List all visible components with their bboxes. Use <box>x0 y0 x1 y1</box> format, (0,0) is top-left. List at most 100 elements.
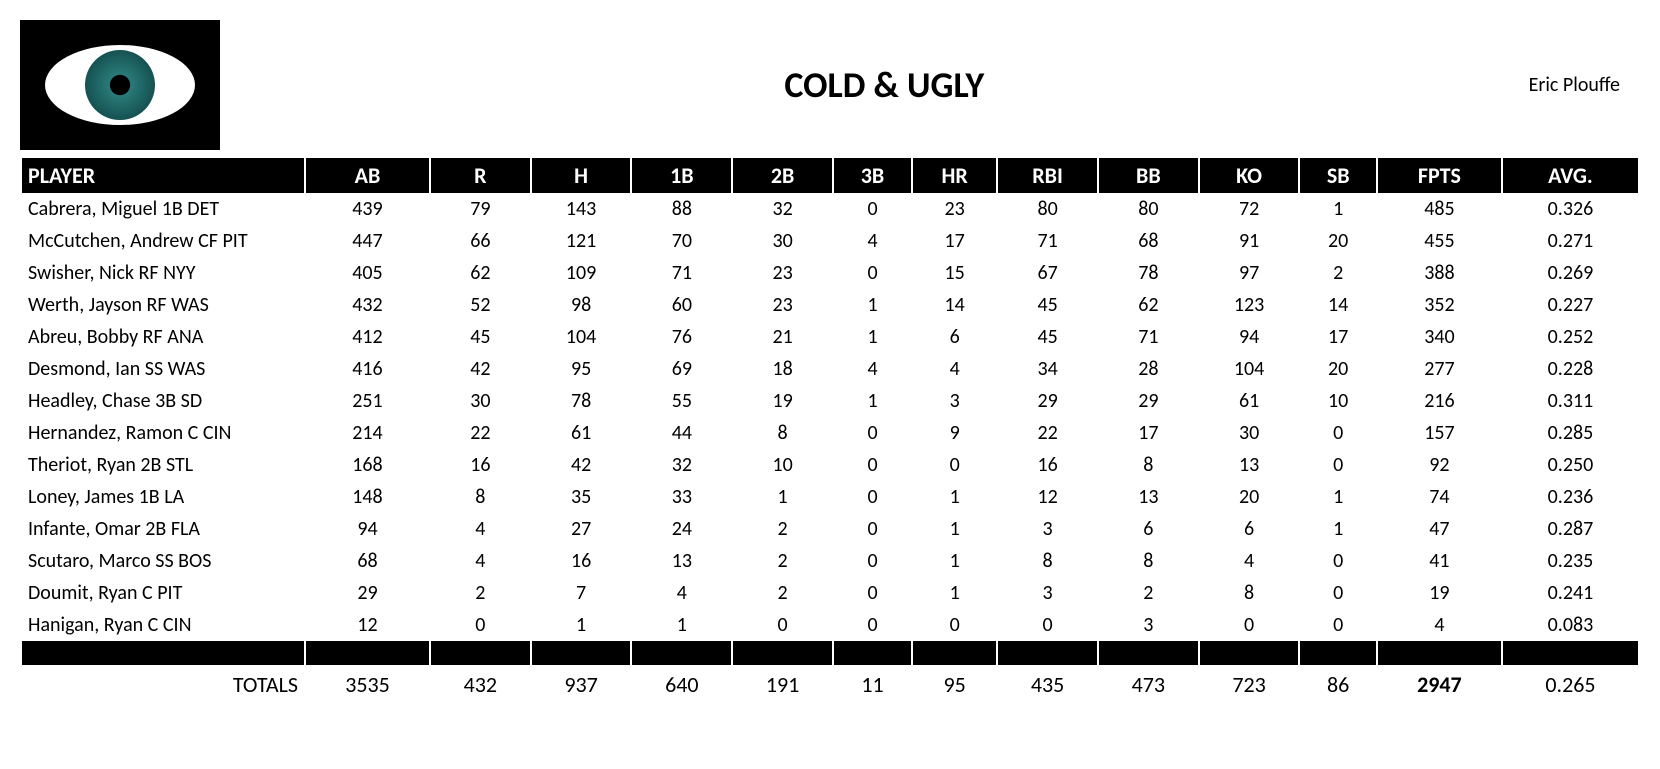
player-cell: Doumit, Ryan C PIT <box>22 577 304 609</box>
stat-cell-h: 1 <box>532 609 631 641</box>
table-row: McCutchen, Andrew CF PIT4476612170304177… <box>22 225 1638 257</box>
stat-cell-ko: 4 <box>1200 545 1299 577</box>
stat-cell-3b: 0 <box>834 577 911 609</box>
totals-cell-ko: 723 <box>1200 665 1299 702</box>
stat-cell-3b: 4 <box>834 353 911 385</box>
stat-cell-r: 22 <box>431 417 530 449</box>
stat-cell-ab: 432 <box>306 289 429 321</box>
stat-cell-ab: 29 <box>306 577 429 609</box>
stat-cell-sb: 0 <box>1300 609 1375 641</box>
stat-cell-sb: 0 <box>1300 417 1375 449</box>
stat-cell-2b: 10 <box>733 449 832 481</box>
stat-cell-3b: 0 <box>834 513 911 545</box>
stat-cell-hr: 1 <box>913 481 996 513</box>
stat-cell-h: 42 <box>532 449 631 481</box>
stat-cell-h: 16 <box>532 545 631 577</box>
player-cell: Swisher, Nick RF NYY <box>22 257 304 289</box>
stat-cell-sb: 10 <box>1300 385 1375 417</box>
stat-cell-rbi: 22 <box>998 417 1097 449</box>
team-title: COLD & UGLY <box>240 63 1529 107</box>
totals-cell-sb: 86 <box>1300 665 1375 702</box>
stat-cell-avg: 0.227 <box>1503 289 1638 321</box>
stat-cell-fpts: 455 <box>1378 225 1501 257</box>
blank-cell <box>733 641 832 665</box>
stat-cell-ab: 12 <box>306 609 429 641</box>
col-fpts: FPTS <box>1378 158 1501 193</box>
stat-cell-3b: 0 <box>834 257 911 289</box>
stat-cell-ab: 416 <box>306 353 429 385</box>
stat-cell-avg: 0.287 <box>1503 513 1638 545</box>
stat-cell-avg: 0.236 <box>1503 481 1638 513</box>
stat-cell-2b: 32 <box>733 193 832 225</box>
player-cell: Headley, Chase 3B SD <box>22 385 304 417</box>
stat-cell-avg: 0.285 <box>1503 417 1638 449</box>
blank-cell <box>632 641 731 665</box>
stat-cell-avg: 0.228 <box>1503 353 1638 385</box>
stat-cell-2b: 1 <box>733 481 832 513</box>
table-row: Scutaro, Marco SS BOS68416132018840410.2… <box>22 545 1638 577</box>
table-row: Cabrera, Miguel 1B DET439791438832023808… <box>22 193 1638 225</box>
stat-cell-2b: 19 <box>733 385 832 417</box>
stat-cell-bb: 17 <box>1099 417 1198 449</box>
eye-icon <box>45 45 195 125</box>
stat-cell-bb: 8 <box>1099 449 1198 481</box>
col-2b: 2B <box>733 158 832 193</box>
stat-cell-rbi: 3 <box>998 577 1097 609</box>
stat-cell-r: 79 <box>431 193 530 225</box>
blank-cell <box>1503 641 1638 665</box>
table-body: Cabrera, Miguel 1B DET439791438832023808… <box>22 193 1638 702</box>
stat-cell-rbi: 12 <box>998 481 1097 513</box>
stat-cell-r: 4 <box>431 513 530 545</box>
stat-cell-ko: 123 <box>1200 289 1299 321</box>
stat-cell-avg: 0.269 <box>1503 257 1638 289</box>
stat-cell-rbi: 16 <box>998 449 1097 481</box>
stat-cell-sb: 0 <box>1300 577 1375 609</box>
stat-cell-3b: 4 <box>834 225 911 257</box>
stat-cell-bb: 62 <box>1099 289 1198 321</box>
stat-cell-ab: 405 <box>306 257 429 289</box>
stat-cell-ab: 412 <box>306 321 429 353</box>
table-row: Hernandez, Ramon C CIN214226144809221730… <box>22 417 1638 449</box>
stat-cell-avg: 0.311 <box>1503 385 1638 417</box>
stat-cell-r: 30 <box>431 385 530 417</box>
totals-row: TOTALS3535432937640191119543547372386294… <box>22 665 1638 702</box>
page-container: COLD & UGLY Eric Plouffe PLAYER AB R H 1… <box>20 20 1640 702</box>
stat-cell-avg: 0.083 <box>1503 609 1638 641</box>
stat-cell-3b: 0 <box>834 609 911 641</box>
stat-cell-1b: 4 <box>632 577 731 609</box>
stat-cell-2b: 2 <box>733 545 832 577</box>
stat-cell-ko: 20 <box>1200 481 1299 513</box>
player-cell: Hernandez, Ramon C CIN <box>22 417 304 449</box>
stat-cell-ab: 94 <box>306 513 429 545</box>
stat-cell-h: 98 <box>532 289 631 321</box>
stat-cell-avg: 0.241 <box>1503 577 1638 609</box>
stat-cell-sb: 1 <box>1300 481 1375 513</box>
player-cell: Hanigan, Ryan C CIN <box>22 609 304 641</box>
table-row: Theriot, Ryan 2B STL16816423210001681309… <box>22 449 1638 481</box>
stat-cell-ab: 447 <box>306 225 429 257</box>
stat-cell-bb: 3 <box>1099 609 1198 641</box>
player-cell: Cabrera, Miguel 1B DET <box>22 193 304 225</box>
stat-cell-h: 7 <box>532 577 631 609</box>
stat-cell-ko: 91 <box>1200 225 1299 257</box>
stat-cell-h: 27 <box>532 513 631 545</box>
totals-cell-fpts: 2947 <box>1378 665 1501 702</box>
stat-cell-fpts: 277 <box>1378 353 1501 385</box>
stat-cell-1b: 1 <box>632 609 731 641</box>
stat-cell-bb: 68 <box>1099 225 1198 257</box>
table-row: Werth, Jayson RF WAS43252986023114456212… <box>22 289 1638 321</box>
stat-cell-avg: 0.271 <box>1503 225 1638 257</box>
stat-cell-avg: 0.252 <box>1503 321 1638 353</box>
table-row: Abreu, Bobby RF ANA412451047621164571941… <box>22 321 1638 353</box>
stat-cell-rbi: 67 <box>998 257 1097 289</box>
stat-cell-2b: 0 <box>733 609 832 641</box>
stat-cell-hr: 1 <box>913 577 996 609</box>
stat-cell-1b: 33 <box>632 481 731 513</box>
stat-cell-hr: 0 <box>913 449 996 481</box>
col-player: PLAYER <box>22 158 304 193</box>
stat-cell-h: 61 <box>532 417 631 449</box>
table-row: Headley, Chase 3B SD25130785519132929611… <box>22 385 1638 417</box>
stat-cell-hr: 0 <box>913 609 996 641</box>
stat-cell-3b: 1 <box>834 289 911 321</box>
col-1b: 1B <box>632 158 731 193</box>
